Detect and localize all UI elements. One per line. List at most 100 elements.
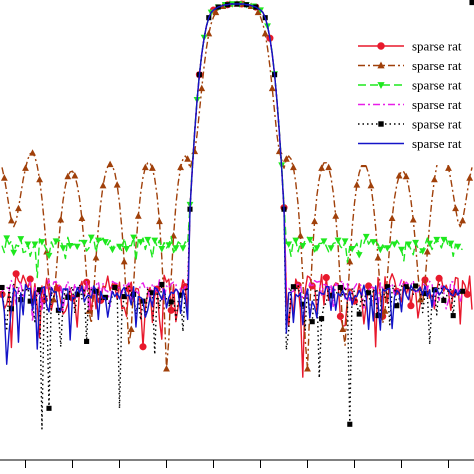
series-3-point — [384, 245, 391, 252]
series-1-point — [167, 306, 175, 314]
series-2-point — [141, 163, 149, 171]
series-1-point — [322, 274, 330, 282]
series-2-point — [261, 29, 269, 37]
series-2-point — [127, 325, 135, 332]
series-2-point — [29, 149, 36, 156]
series-2-point — [92, 254, 100, 261]
legend-entry: sparse rat — [358, 136, 462, 151]
series-3-point — [362, 233, 370, 241]
series-5-point — [74, 291, 80, 297]
series-2-point — [134, 212, 142, 219]
series-3-point — [369, 239, 377, 246]
series-2-point — [99, 181, 107, 189]
series-2-point — [297, 232, 304, 239]
series-5-point — [469, 0, 474, 6]
series-5-point — [347, 421, 353, 427]
series-5-point — [112, 284, 118, 291]
series-2-point — [120, 257, 128, 265]
series-6 — [1, 3, 461, 365]
series-2-point — [416, 295, 424, 303]
series-3-point — [172, 245, 180, 252]
series-5-point — [422, 291, 428, 297]
series-2-point — [374, 254, 382, 261]
series-5-point — [328, 293, 334, 299]
series-3-point — [24, 241, 32, 248]
series-3-point — [102, 239, 109, 246]
series-3-point — [59, 245, 67, 252]
series-3-point — [66, 242, 74, 250]
series-1-point — [26, 275, 34, 283]
legend-marker — [377, 42, 385, 50]
series-5-point — [178, 292, 184, 298]
legend-label: sparse rat — [412, 58, 462, 73]
legend-label: sparse rat — [412, 39, 462, 54]
series-2-point — [311, 217, 318, 225]
series-2-point — [0, 174, 8, 181]
series-3-point — [433, 236, 441, 244]
series-5-point — [460, 288, 466, 294]
legend-entry: sparse rat — [358, 39, 462, 54]
series-5-point — [441, 297, 447, 303]
series-2-point — [318, 164, 325, 171]
series-3-point — [17, 236, 25, 243]
series-3-point — [355, 252, 363, 259]
series-2-point — [282, 155, 290, 162]
legend: sparse rat sparse rat sparse rat sparse rat… — [350, 34, 474, 165]
series-3-point — [130, 234, 137, 242]
series-3-point — [292, 237, 300, 245]
series-3-point — [144, 236, 152, 244]
series-2-point — [64, 172, 72, 180]
series-2-point — [388, 214, 396, 222]
x-axis — [0, 459, 474, 468]
series-2-point — [191, 147, 199, 155]
series-2-point — [177, 163, 184, 171]
series-5-point — [394, 303, 400, 309]
series-1-point — [365, 282, 373, 290]
series-3-point — [348, 246, 356, 253]
series-2-point — [395, 172, 403, 179]
series-5-point — [403, 284, 409, 290]
legend-label: sparse rat — [412, 136, 462, 151]
series-3-point — [73, 243, 81, 251]
series-2-point — [113, 181, 121, 188]
legend-entry: sparse rat — [358, 117, 462, 132]
series-5-point — [366, 290, 372, 296]
series-1-point — [435, 274, 443, 282]
series-3-point — [440, 236, 448, 244]
series-3-point — [158, 246, 166, 253]
series-3-point — [10, 249, 18, 257]
series-3-point — [3, 235, 11, 242]
series-2-point — [268, 84, 276, 92]
series-2-point — [346, 257, 354, 265]
legend-entry: sparse rat — [358, 78, 462, 93]
series-5-point — [300, 301, 306, 307]
legend-marker — [378, 121, 384, 127]
series-2-point — [445, 164, 452, 171]
series-2-point — [57, 216, 65, 223]
series-2-point — [71, 172, 79, 179]
series-2-point — [290, 163, 297, 171]
series-5-point — [413, 283, 419, 289]
series-5-point — [337, 284, 343, 291]
series-3-point — [412, 239, 419, 247]
series-2-point — [15, 204, 22, 212]
series-2-point — [304, 365, 311, 372]
series-3-point — [38, 239, 46, 246]
series-3-point — [31, 241, 39, 248]
series-3-point — [454, 243, 462, 251]
series-2-point — [50, 295, 58, 303]
series-5-point — [121, 294, 127, 300]
series-2-point — [163, 365, 170, 372]
series-3-point — [313, 245, 321, 252]
series-5-point — [375, 313, 381, 319]
series-2-point — [452, 204, 459, 212]
series-3-point — [419, 248, 427, 255]
series-2-point — [431, 175, 438, 183]
series-3-point — [391, 241, 398, 248]
series-2-point — [212, 8, 220, 16]
series-5-point — [102, 294, 108, 300]
legend-label: sparse rat — [412, 117, 462, 132]
legend-entry: sparse rat — [358, 97, 462, 112]
